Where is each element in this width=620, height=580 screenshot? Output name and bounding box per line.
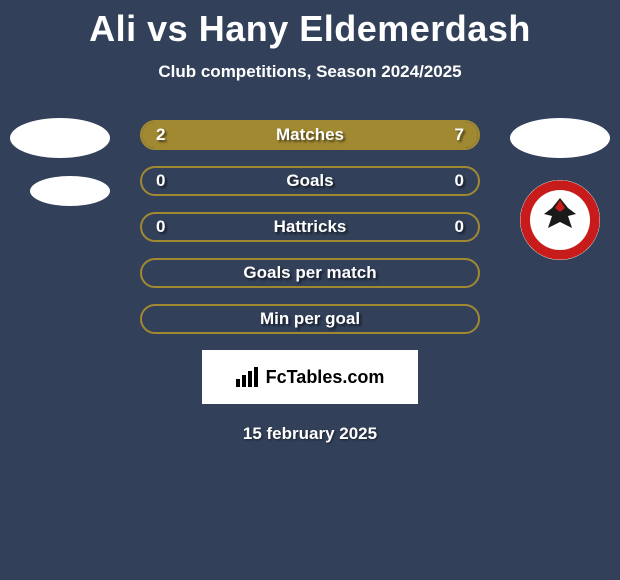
stat-value-right: 0 (455, 171, 464, 191)
stat-value-right: 7 (455, 125, 464, 145)
stat-value-left: 0 (156, 217, 165, 237)
date-text: 15 february 2025 (0, 424, 620, 444)
stat-row: Min per goal (0, 304, 620, 334)
stat-value-left: 0 (156, 171, 165, 191)
stat-bar: Goals per match (140, 258, 480, 288)
watermark: FcTables.com (202, 350, 418, 404)
watermark-text: FcTables.com (266, 367, 385, 388)
bar-fill-right (216, 122, 478, 148)
stat-row: 0 0 Hattricks (0, 212, 620, 242)
player-right-avatar-placeholder (510, 118, 610, 158)
player-left-avatar-placeholder-2 (30, 176, 110, 206)
stat-bar: 0 0 Hattricks (140, 212, 480, 242)
subtitle: Club competitions, Season 2024/2025 (0, 62, 620, 82)
player-left-avatar-placeholder-1 (10, 118, 110, 158)
stat-value-right: 0 (455, 217, 464, 237)
stat-label: Goals per match (243, 263, 376, 283)
stat-label: Matches (276, 125, 344, 145)
stat-row: Goals per match (0, 258, 620, 288)
stat-bar: Min per goal (140, 304, 480, 334)
bar-fill-left (142, 122, 216, 148)
bars-icon (236, 367, 262, 387)
comparison-card: Ali vs Hany Eldemerdash Club competition… (0, 0, 620, 444)
stat-label: Hattricks (274, 217, 347, 237)
stat-label: Min per goal (260, 309, 360, 329)
stat-value-left: 2 (156, 125, 165, 145)
stat-bar: 2 7 Matches (140, 120, 480, 150)
page-title: Ali vs Hany Eldemerdash (0, 0, 620, 50)
stat-label: Goals (286, 171, 333, 191)
stat-bar: 0 0 Goals (140, 166, 480, 196)
